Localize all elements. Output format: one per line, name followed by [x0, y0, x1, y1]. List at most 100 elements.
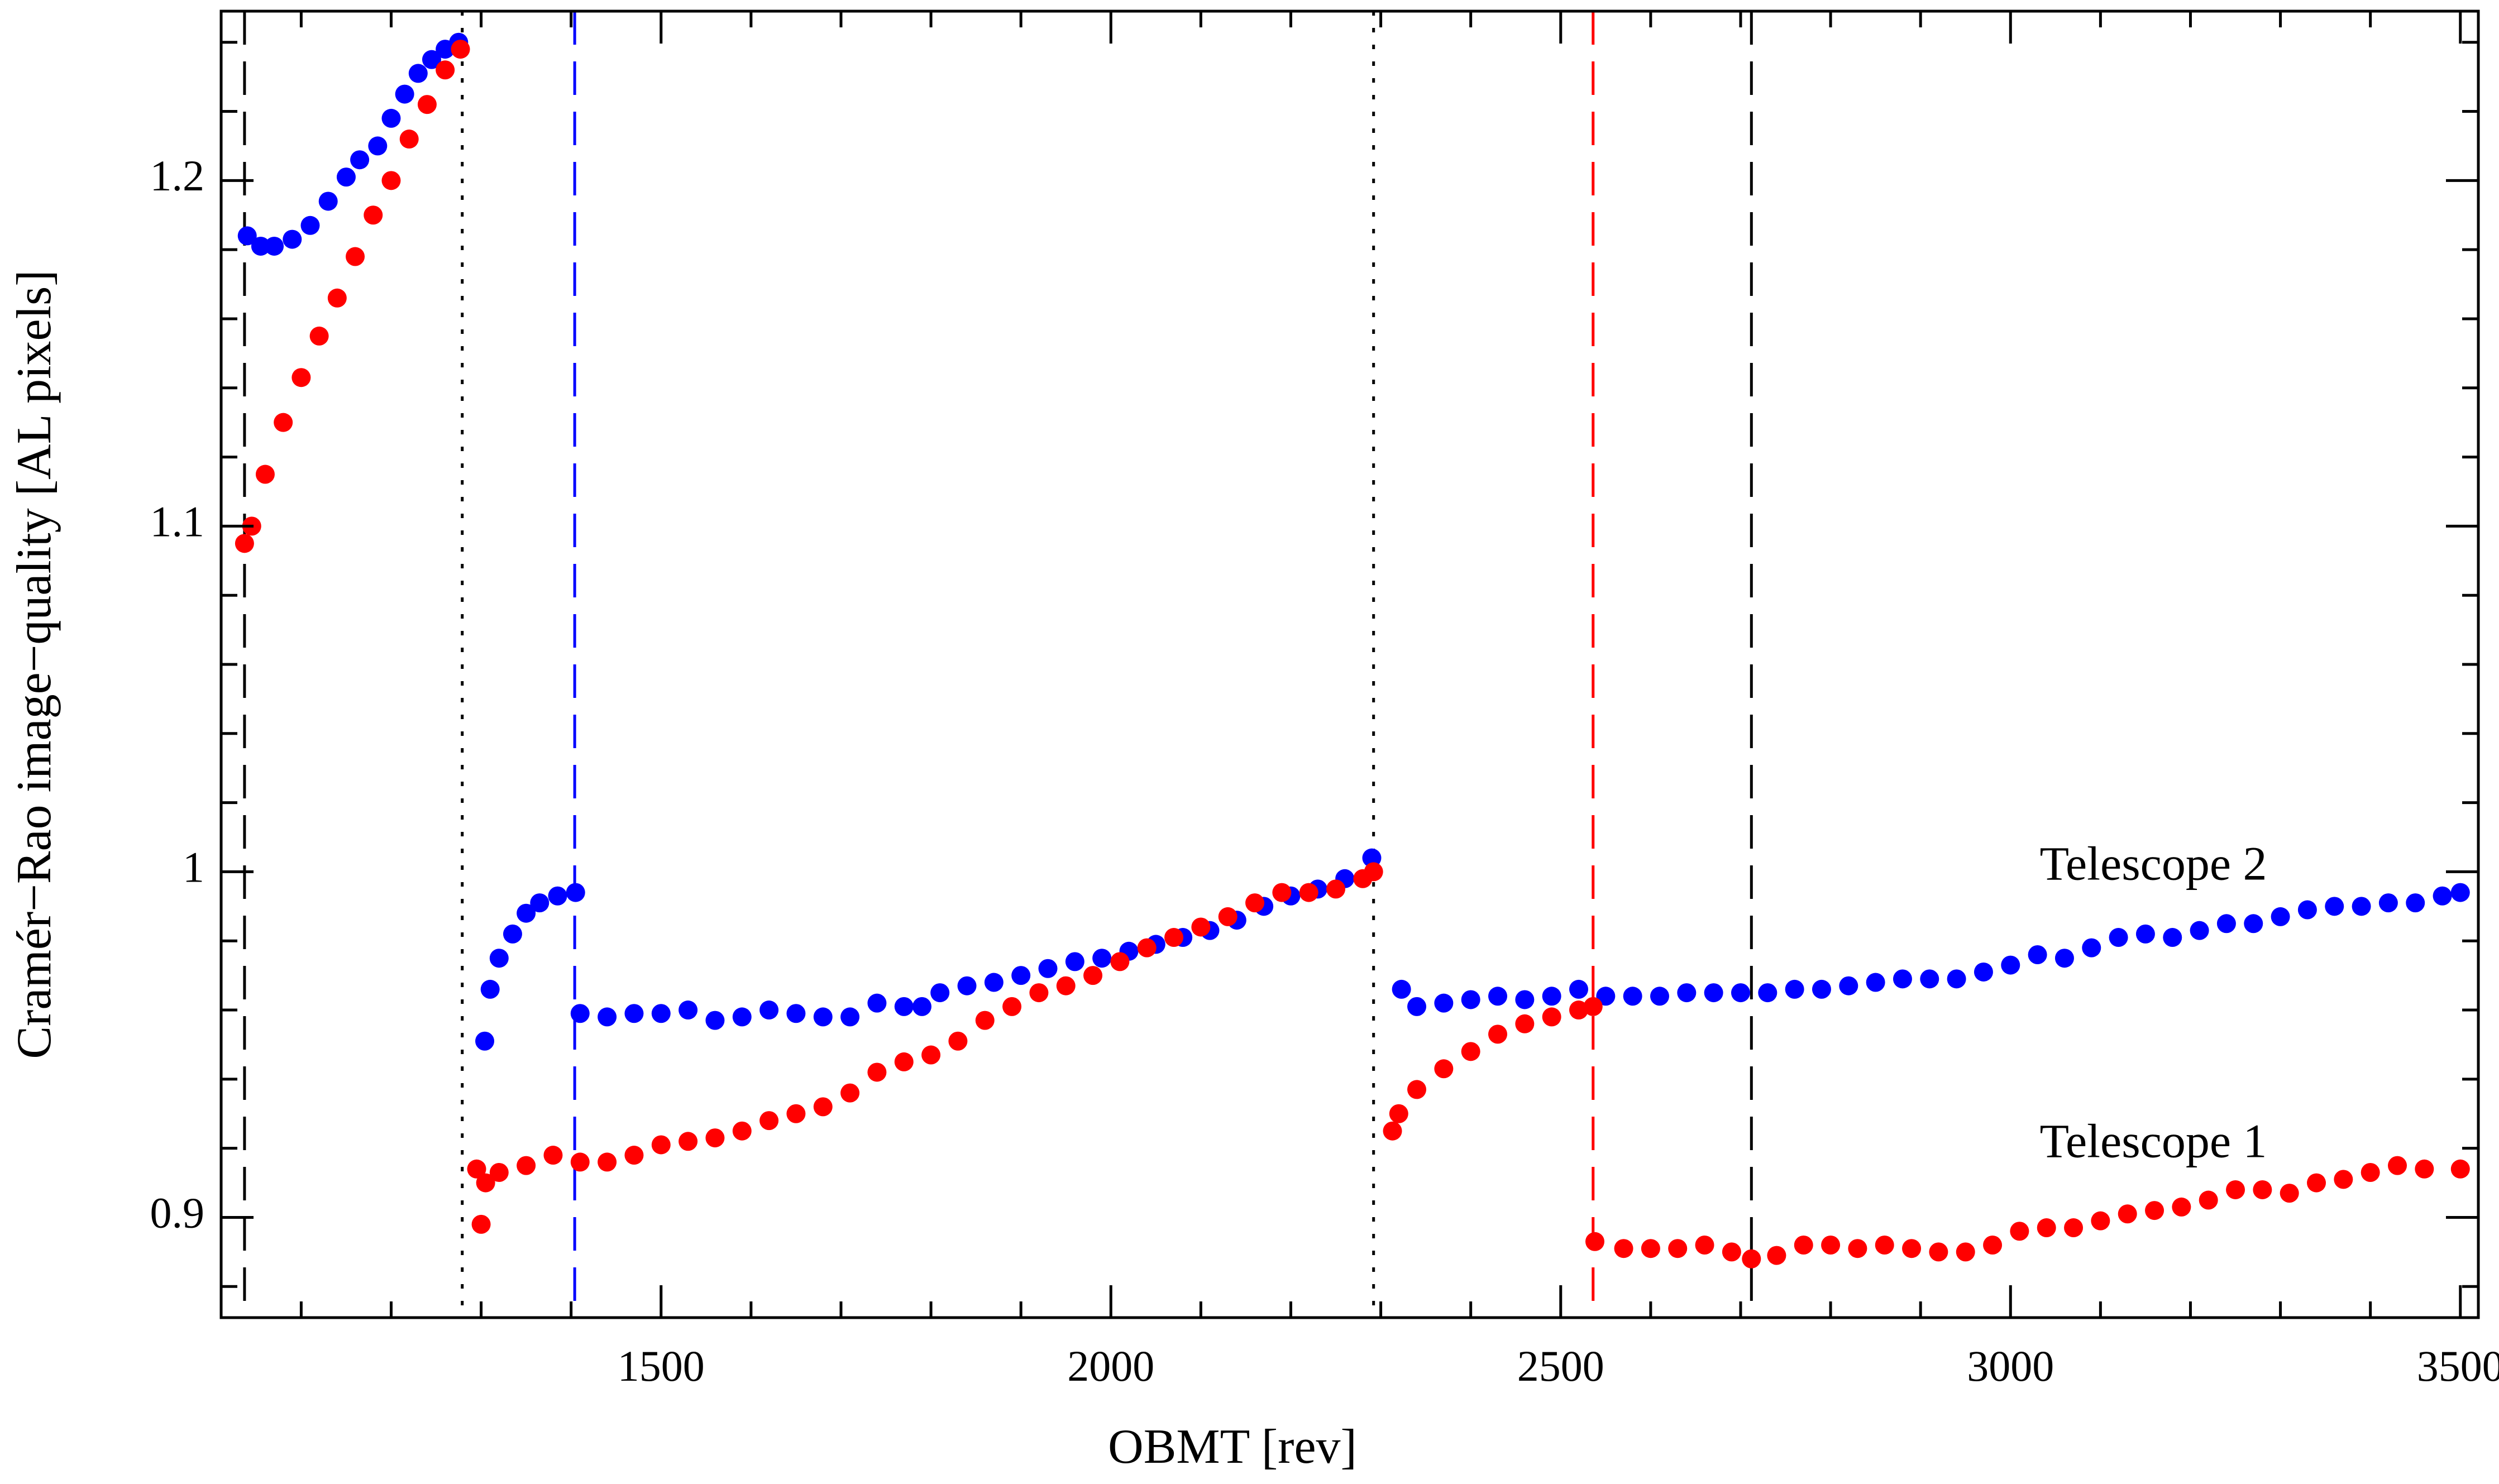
data-point	[2091, 1211, 2110, 1231]
data-point	[2450, 883, 2470, 902]
data-point	[2361, 1163, 2380, 1182]
data-point	[548, 886, 567, 906]
data-point	[2325, 897, 2344, 916]
data-point	[2118, 1204, 2137, 1224]
data-point	[786, 1104, 806, 1123]
data-point	[1623, 987, 1642, 1006]
data-point	[2037, 1218, 2056, 1238]
data-point	[1326, 879, 1346, 899]
series-label: Telescope 1	[2039, 1114, 2267, 1168]
data-point	[759, 1000, 779, 1020]
data-point	[417, 95, 437, 114]
data-point	[1875, 1236, 1894, 1255]
y-tick-label: 1.1	[150, 497, 205, 545]
data-point	[436, 60, 455, 80]
data-point	[957, 976, 977, 995]
data-point	[2433, 886, 2452, 906]
data-point	[840, 1083, 860, 1103]
data-point	[1461, 990, 1480, 1009]
data-point	[364, 205, 383, 225]
data-point	[570, 1152, 590, 1172]
data-point	[651, 1135, 671, 1155]
data-point	[336, 167, 356, 187]
y-axis-label: Cramér−Rao image−quality [AL pixels]	[7, 270, 61, 1059]
data-point	[1038, 959, 1058, 978]
data-point	[467, 1159, 486, 1179]
data-point	[1722, 1242, 1741, 1262]
data-point	[235, 534, 254, 553]
data-point	[1434, 1059, 1454, 1079]
data-point	[255, 465, 275, 484]
data-point	[1983, 1236, 2003, 1255]
data-point	[921, 1045, 941, 1065]
data-point	[1583, 997, 1603, 1016]
data-point	[309, 326, 329, 346]
data-point	[2010, 1222, 2029, 1241]
data-point	[399, 130, 419, 149]
data-point	[1407, 1080, 1427, 1099]
y-tick-label: 0.9	[150, 1188, 205, 1237]
data-point	[2064, 1218, 2084, 1238]
data-point	[2415, 1159, 2434, 1179]
data-point	[1812, 979, 1831, 999]
data-point	[1767, 1246, 1786, 1265]
data-point	[570, 1004, 590, 1023]
data-point	[251, 236, 270, 256]
data-point	[327, 288, 347, 308]
data-point	[759, 1111, 779, 1131]
data-point	[2297, 900, 2317, 920]
data-point	[489, 949, 509, 968]
data-point	[984, 973, 1004, 992]
data-point	[1569, 1000, 1588, 1020]
data-point	[2028, 945, 2047, 964]
x-tick-label: 3500	[2417, 1342, 2499, 1390]
data-point	[705, 1011, 725, 1030]
data-point	[1488, 1025, 1508, 1044]
data-point	[1785, 979, 1804, 999]
data-point	[395, 84, 414, 104]
data-point	[2244, 914, 2263, 934]
data-point	[1614, 1239, 1633, 1258]
data-point	[1731, 983, 1750, 1003]
data-point	[1362, 848, 1382, 868]
data-point	[678, 1000, 698, 1020]
data-point	[368, 136, 388, 156]
data-point	[2001, 955, 2020, 975]
data-point	[1668, 1239, 1688, 1258]
data-point	[471, 1214, 491, 1234]
data-point	[1742, 1249, 1761, 1268]
data-point	[1839, 976, 1858, 995]
data-point	[265, 236, 284, 256]
data-point	[408, 64, 428, 83]
data-point	[566, 883, 585, 902]
data-point	[1407, 997, 1427, 1016]
data-point	[1542, 987, 1561, 1006]
data-point	[840, 1007, 860, 1027]
data-point	[598, 1007, 617, 1027]
data-point	[624, 1004, 644, 1023]
data-point	[813, 1097, 833, 1117]
data-point	[2163, 928, 2182, 947]
data-point	[346, 247, 365, 266]
data-point	[1029, 983, 1049, 1003]
x-tick-label: 3000	[1967, 1342, 2054, 1390]
data-point	[1794, 1236, 1813, 1255]
data-point	[2280, 1184, 2299, 1203]
data-point	[1056, 976, 1076, 995]
data-point	[2199, 1190, 2218, 1210]
x-tick-label: 1500	[618, 1342, 705, 1390]
data-point	[867, 993, 887, 1013]
data-point	[475, 1031, 495, 1051]
data-point	[1866, 973, 1885, 992]
data-point	[1110, 952, 1130, 971]
data-point	[598, 1152, 617, 1172]
data-point	[1488, 987, 1508, 1006]
data-point	[1947, 969, 1966, 989]
x-tick-label: 2500	[1517, 1342, 1604, 1390]
data-point	[705, 1128, 725, 1148]
data-point	[1299, 883, 1318, 902]
data-point	[975, 1011, 995, 1030]
data-point	[1542, 1007, 1561, 1027]
data-point	[2307, 1173, 2326, 1193]
